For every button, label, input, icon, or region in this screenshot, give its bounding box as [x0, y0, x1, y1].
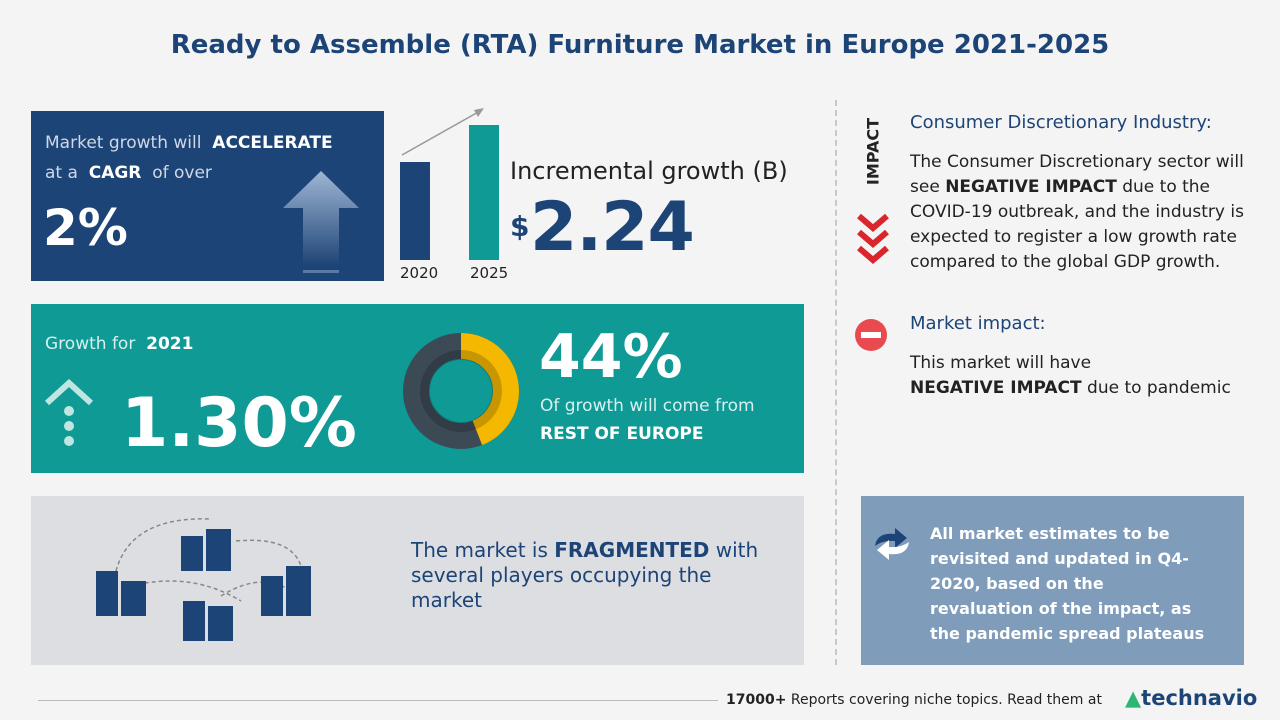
incremental-label: Incremental growth (B) — [510, 157, 788, 185]
brand: ▲technavio — [1125, 686, 1258, 710]
refresh-icon — [875, 528, 909, 560]
text: Growth for — [45, 334, 136, 354]
text: due to pandemic — [1087, 378, 1231, 398]
fragment-text: The market is FRAGMENTED with several pl… — [411, 538, 781, 613]
currency: $ — [510, 210, 530, 243]
footer-text: 17000+ Reports covering niche topics. Re… — [726, 692, 1102, 708]
year-label: 2025 — [470, 264, 509, 282]
text: Market growth will — [45, 133, 202, 153]
cagr-panel: Market growth will ACCELERATE at a CAGR … — [31, 111, 384, 281]
arrow-icon — [283, 171, 359, 273]
text: with several players occupying the marke… — [411, 538, 759, 612]
text: technavio — [1141, 686, 1258, 710]
growth-bars-icon — [400, 108, 499, 260]
text: 2021 — [146, 334, 194, 354]
title: Ready to Assemble (RTA) Furniture Market… — [170, 30, 1110, 60]
year-label: 2020 — [400, 264, 439, 282]
donut-chart — [403, 333, 519, 449]
fragment-panel: The market is FRAGMENTED with several pl… — [31, 496, 804, 665]
text: This market will have — [910, 353, 1092, 373]
text: at a — [45, 163, 78, 183]
text: of over — [152, 163, 212, 183]
market-title: Market impact: — [910, 313, 1046, 334]
text: due to the COVID-19 outbreak, and the in… — [910, 177, 1244, 272]
note-panel: All market estimates to be revisited and… — [861, 496, 1244, 665]
minus-icon — [855, 319, 887, 351]
text: CAGR — [88, 163, 142, 183]
text: NEGATIVE IMPACT — [945, 177, 1117, 197]
text: 17000+ — [726, 692, 787, 708]
text: The Consumer Discretionary sector will s… — [910, 152, 1244, 197]
divider — [835, 100, 837, 665]
growth-value: 1.30% — [121, 384, 357, 463]
share-value: 44% — [539, 322, 683, 392]
industry-text: The Consumer Discretionary sector will s… — [910, 150, 1275, 275]
impact-label-box: IMPACT — [858, 117, 888, 190]
incremental-value: 2.24 — [530, 188, 695, 267]
up-icon — [44, 379, 94, 446]
footer-line — [38, 700, 718, 701]
text: Reports covering niche topics. Read them… — [790, 692, 1102, 708]
note-text: All market estimates to be revisited and… — [930, 524, 1205, 643]
donut-segment — [403, 333, 519, 449]
market-text: This market will have NEGATIVE IMPACT due… — [910, 351, 1240, 401]
text: ACCELERATE — [212, 133, 333, 153]
text: NEGATIVE IMPACT — [910, 378, 1082, 398]
region: REST OF EUROPE — [540, 424, 704, 444]
text: FRAGMENTED — [554, 538, 710, 562]
growth-panel: Growth for 2021 1.30% 44% Of growth will… — [31, 304, 804, 473]
cagr-value: 2% — [43, 199, 128, 257]
share-text: Of growth will come from — [540, 396, 755, 416]
chevrons-icon — [857, 213, 889, 264]
text: The market is — [411, 538, 548, 562]
city-icon — [96, 518, 311, 641]
industry-title: Consumer Discretionary Industry: — [910, 112, 1212, 133]
impact-label: IMPACT — [863, 117, 883, 186]
